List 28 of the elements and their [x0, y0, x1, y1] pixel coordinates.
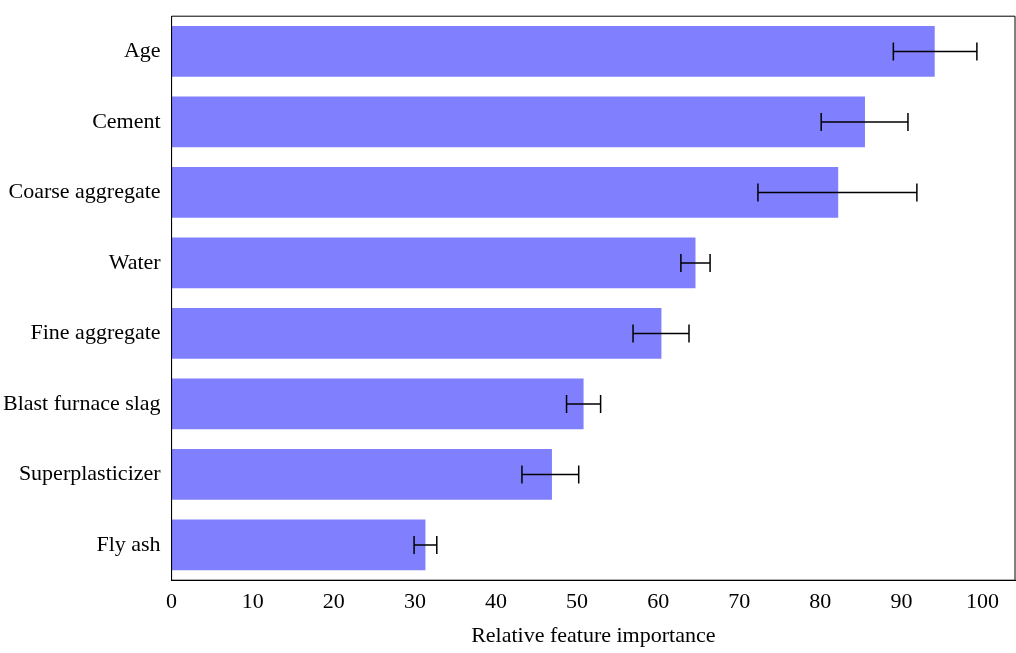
bar [171, 308, 662, 359]
x-tick-label: 100 [966, 588, 1000, 614]
x-tick-label: 50 [566, 588, 589, 614]
y-tick-label: Fly ash [96, 530, 161, 556]
x-tick-label: 60 [647, 588, 670, 614]
x-axis-title: Relative feature importance [471, 621, 716, 647]
x-tick-label: 10 [241, 588, 264, 614]
y-tick-label: Superplasticizer [18, 460, 162, 486]
bar [171, 167, 839, 218]
x-tick-label: 20 [322, 588, 345, 614]
x-tick-label: 40 [484, 588, 507, 614]
y-tick-label: Fine aggregate [30, 319, 161, 345]
y-tick-label: Water [108, 248, 162, 274]
bar [171, 378, 584, 430]
bar [171, 26, 935, 77]
bar [171, 449, 552, 500]
x-tick-label: 70 [728, 588, 751, 614]
x-tick-label: 0 [166, 588, 178, 614]
y-tick-label: Coarse aggregate [8, 178, 161, 204]
x-tick-label: 90 [890, 588, 913, 614]
y-tick-label: Cement [92, 107, 161, 133]
bar [171, 96, 865, 148]
x-tick-label: 80 [809, 588, 832, 614]
y-tick-label: Age [123, 37, 161, 63]
x-tick-label: 30 [403, 588, 426, 614]
bar [171, 519, 426, 571]
y-tick-label: Blast furnace slag [3, 389, 161, 415]
bar [171, 237, 696, 289]
